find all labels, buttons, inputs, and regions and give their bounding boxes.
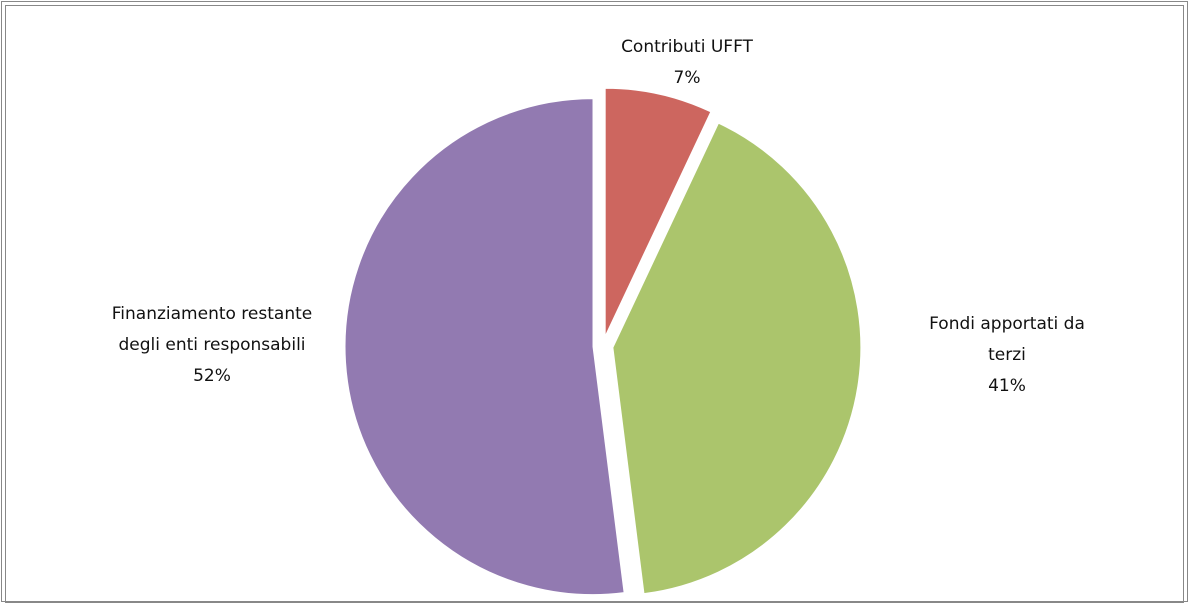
slice-label: Finanziamento restante degli enti respon… [107,299,317,392]
pie-slice [612,122,862,595]
slice-label: Fondi apportati da terzi 41% [917,309,1097,402]
category-label: Contributi UFFT [621,37,753,57]
value-label: 52% [193,366,231,386]
value-label: 7% [673,68,701,88]
category-label: Finanziamento restante degli enti respon… [111,304,313,355]
slice-label: Contributi UFFT 7% [587,32,787,94]
pie-slice [604,87,712,337]
pie-slice [344,98,625,596]
value-label: 41% [988,376,1026,396]
category-label: Fondi apportati da terzi [929,314,1085,365]
